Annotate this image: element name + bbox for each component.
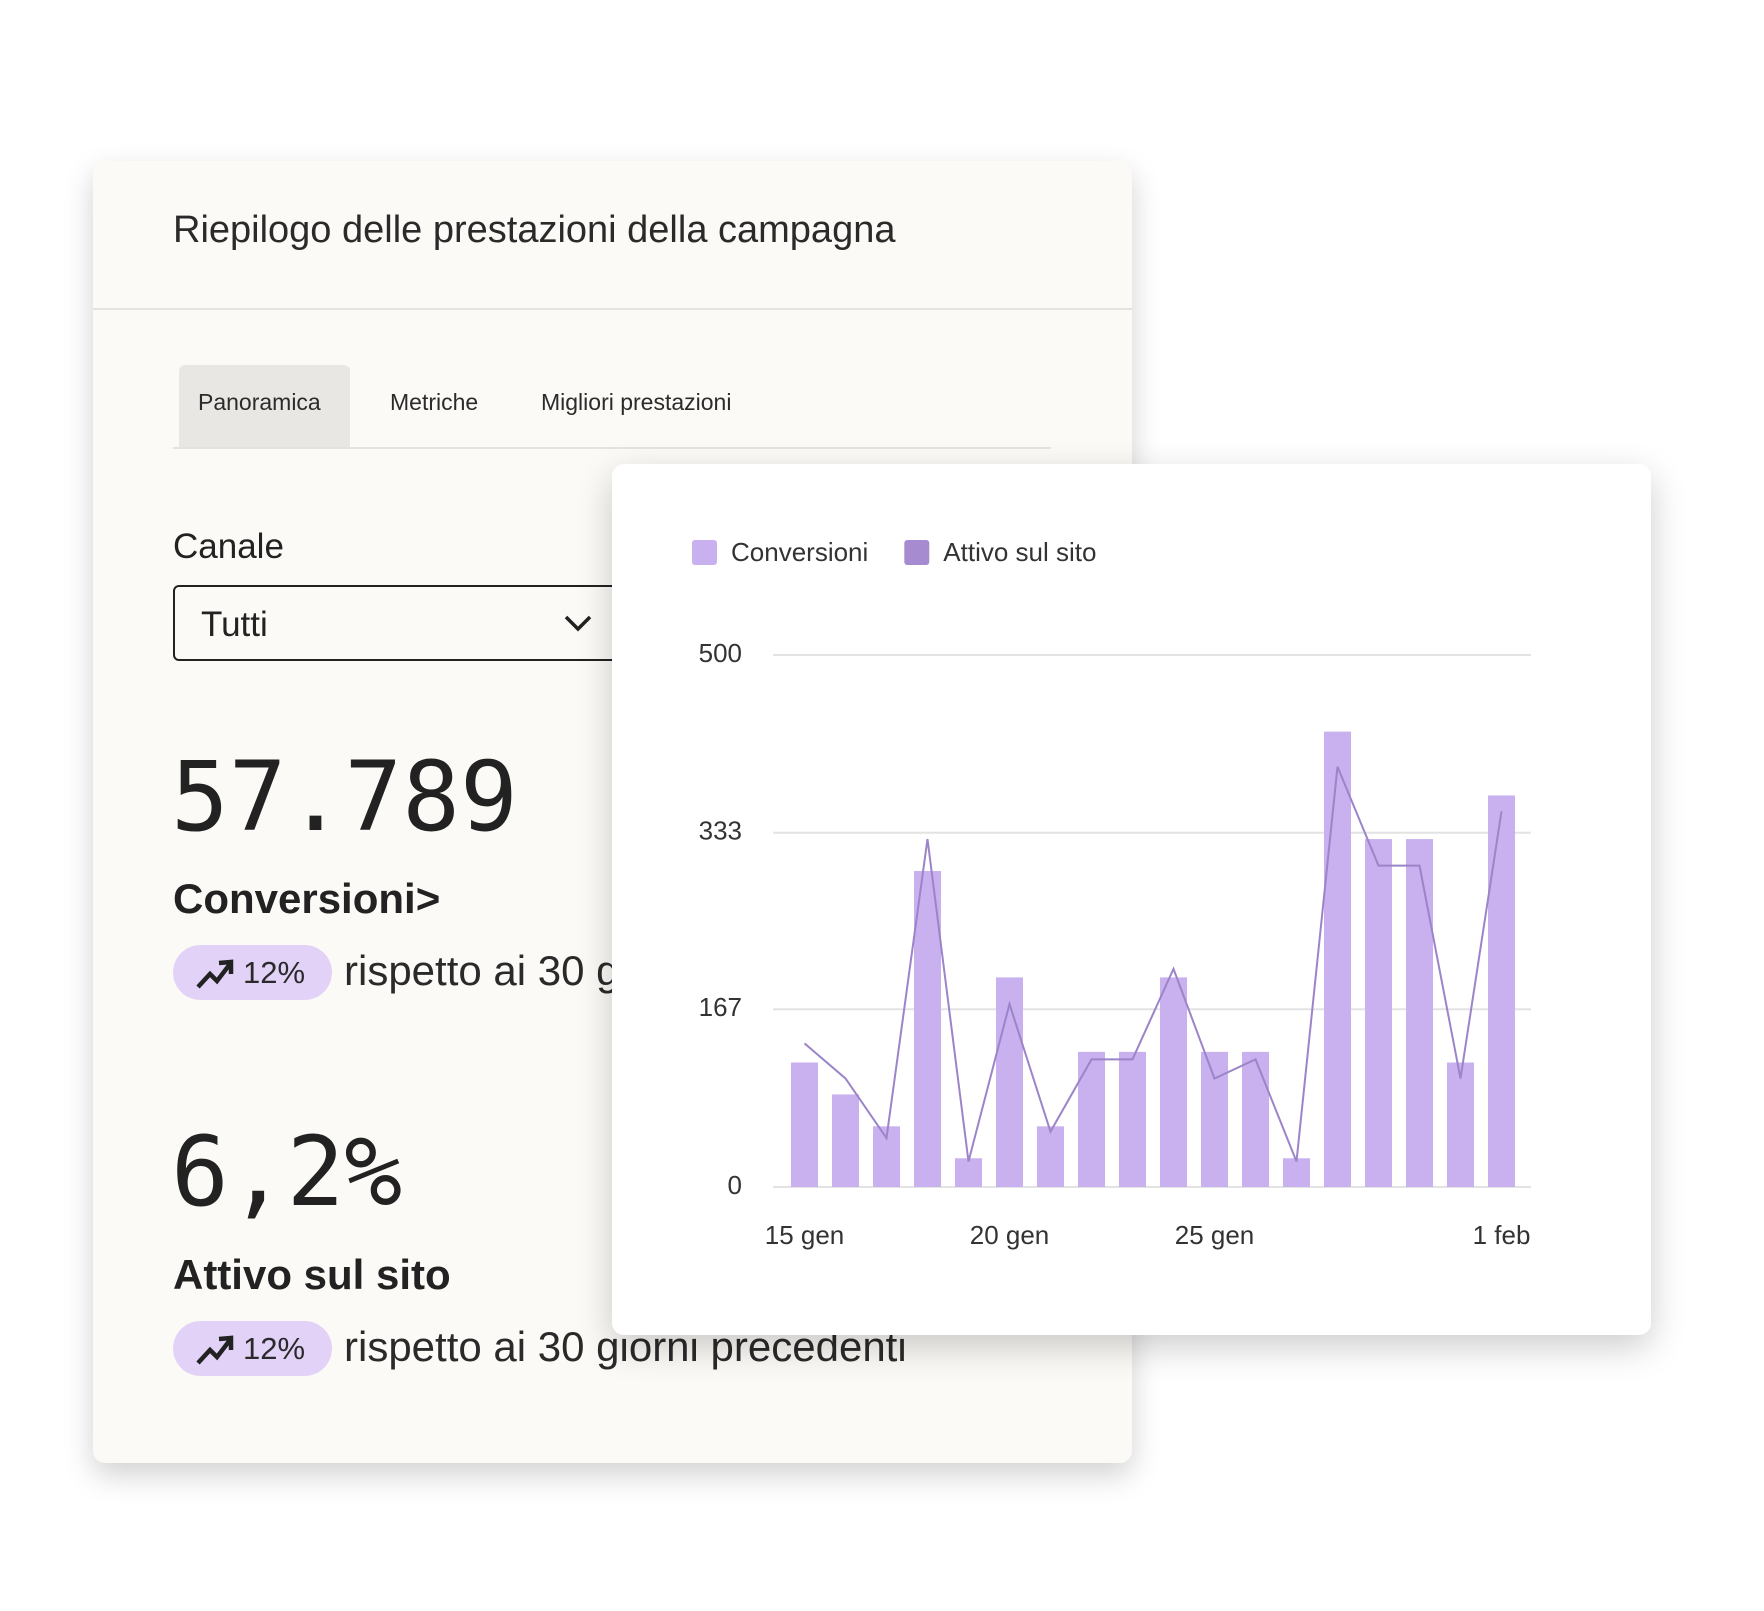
y-tick-label: 0 (728, 1170, 742, 1200)
bar (1037, 1126, 1064, 1187)
metric-value: 57.789 (171, 741, 518, 853)
bar (1324, 731, 1351, 1187)
tab-underline (173, 447, 1051, 449)
bar (1201, 1051, 1228, 1187)
bar (996, 977, 1023, 1187)
bar (1119, 1051, 1146, 1187)
chart-card: Conversioni Attivo sul sito 0 167 333 500 15 g… (612, 464, 1651, 1335)
legend-label: Attivo sul sito (943, 537, 1096, 567)
bar (955, 1158, 982, 1187)
x-tick-label: 20 gen (970, 1220, 1050, 1250)
card-title: Riepilogo delle prestazioni della campag… (173, 209, 896, 251)
bar (1160, 977, 1187, 1187)
legend-label: Conversioni (731, 537, 868, 567)
metric-label: Attivo sul sito (173, 1251, 451, 1298)
chart: Conversioni Attivo sul sito 0 167 333 500 15 g… (692, 537, 1531, 1250)
bar (1447, 1062, 1474, 1187)
tab[interactable]: Metriche (390, 389, 479, 415)
channel-label: Canale (173, 527, 284, 566)
badge-text: 12% (243, 1331, 306, 1366)
metric-label[interactable]: Conversioni> (173, 875, 441, 922)
bar (1078, 1051, 1105, 1187)
bar (914, 870, 941, 1187)
y-tick-label: 333 (699, 816, 742, 846)
legend-swatch (904, 540, 930, 565)
tab[interactable]: Panoramica (198, 389, 321, 415)
trend-icon (196, 1335, 234, 1365)
chevron (564, 615, 592, 632)
y-tick-label: 167 (699, 992, 742, 1022)
tab[interactable]: Migliori prestazioni (541, 389, 732, 415)
x-tick-label: 1 feb (1473, 1220, 1531, 1250)
x-tick-label: 25 gen (1175, 1220, 1255, 1250)
bar (1242, 1051, 1269, 1187)
metric-value: 6,2% (171, 1116, 403, 1228)
badge-text: 12% (243, 955, 306, 990)
line (803, 766, 1503, 1162)
divider (93, 308, 1132, 310)
bar (1406, 839, 1433, 1187)
bar (791, 1062, 818, 1187)
bar (832, 1094, 859, 1187)
bar (1488, 795, 1515, 1187)
active-tab-bg (179, 365, 350, 447)
trend-badge: 12% (173, 1321, 332, 1376)
x-tick-label: 15 gen (765, 1220, 845, 1250)
legend-swatch (692, 540, 717, 565)
y-tick-label: 500 (699, 638, 742, 668)
trend-icon (196, 959, 234, 989)
bar (1365, 839, 1392, 1187)
bar (1283, 1158, 1310, 1187)
trend-badge: 12% (173, 945, 332, 1000)
select-value: Tutti (201, 605, 268, 644)
